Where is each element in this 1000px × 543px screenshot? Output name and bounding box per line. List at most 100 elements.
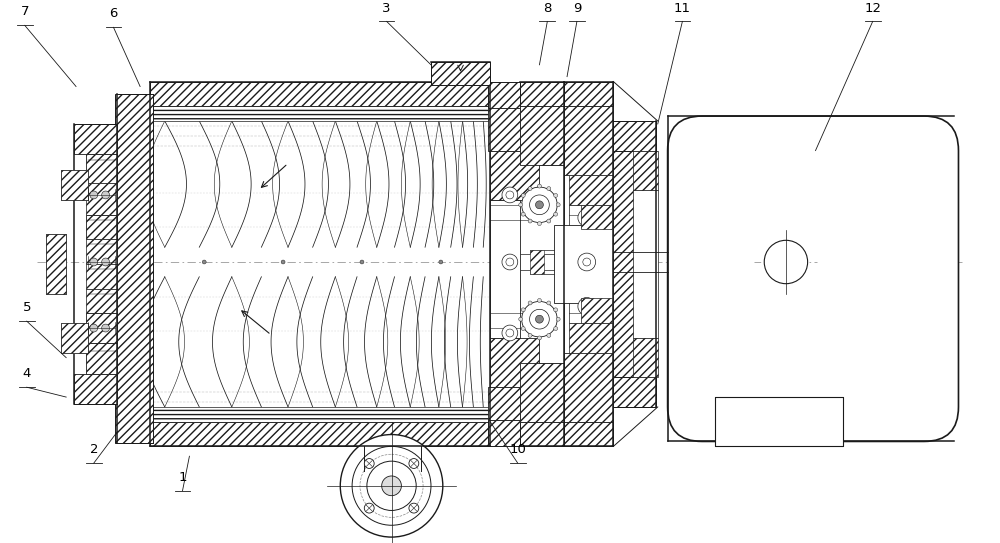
Bar (490, 338, 539, 387)
Bar (86, 239, 117, 264)
Text: 4: 4 (23, 367, 31, 380)
Text: 10: 10 (509, 443, 526, 456)
Circle shape (90, 191, 98, 199)
Circle shape (547, 301, 551, 305)
Circle shape (535, 201, 543, 209)
Circle shape (547, 219, 551, 223)
Circle shape (537, 184, 541, 188)
Bar (86, 183, 117, 214)
Text: 9: 9 (573, 2, 581, 15)
Circle shape (502, 187, 518, 203)
Circle shape (535, 315, 543, 323)
Circle shape (530, 195, 549, 214)
Bar (150, 81, 490, 106)
Circle shape (506, 258, 514, 266)
Circle shape (528, 333, 532, 337)
Bar (86, 214, 117, 239)
Circle shape (102, 258, 110, 266)
Circle shape (506, 191, 514, 199)
Circle shape (360, 260, 364, 264)
Bar (633, 338, 658, 377)
Circle shape (519, 203, 523, 207)
Circle shape (764, 241, 808, 283)
Text: 7: 7 (21, 5, 29, 18)
Bar (74, 374, 117, 404)
Bar (61, 323, 88, 353)
Circle shape (90, 324, 98, 332)
Circle shape (409, 503, 419, 513)
Circle shape (530, 310, 549, 329)
Bar (633, 150, 658, 190)
Circle shape (537, 336, 541, 340)
Text: 8: 8 (543, 2, 552, 15)
Bar (488, 420, 520, 446)
Bar (150, 422, 490, 446)
Circle shape (506, 329, 514, 337)
Bar (150, 407, 490, 422)
Bar (569, 205, 613, 323)
Bar (86, 313, 117, 343)
Circle shape (521, 308, 525, 312)
Bar (488, 387, 520, 420)
Text: 2: 2 (90, 443, 98, 456)
Bar (564, 106, 613, 175)
Text: 3: 3 (382, 2, 391, 15)
Bar (115, 94, 153, 444)
Circle shape (521, 193, 525, 198)
Bar (431, 62, 490, 85)
Circle shape (502, 325, 518, 341)
Bar (86, 154, 117, 183)
Bar (520, 422, 564, 446)
Circle shape (537, 222, 541, 225)
Bar (61, 171, 88, 200)
Bar (520, 363, 564, 422)
Circle shape (537, 299, 541, 302)
FancyBboxPatch shape (668, 116, 958, 441)
Bar (61, 171, 88, 200)
Circle shape (521, 212, 525, 216)
Bar (581, 205, 612, 230)
Circle shape (340, 434, 443, 537)
Circle shape (583, 258, 591, 266)
Text: 12: 12 (864, 2, 881, 15)
Circle shape (547, 333, 551, 337)
Bar (530, 250, 544, 274)
Bar (530, 250, 564, 274)
Bar (581, 299, 612, 323)
Circle shape (578, 253, 596, 271)
Circle shape (522, 187, 557, 223)
Circle shape (583, 302, 591, 310)
Circle shape (102, 324, 110, 332)
Bar (490, 200, 539, 338)
Bar (150, 106, 490, 121)
Bar (520, 81, 564, 106)
Bar (74, 124, 117, 154)
Bar (46, 235, 66, 294)
Bar (554, 224, 613, 304)
Circle shape (522, 301, 557, 337)
Circle shape (439, 260, 443, 264)
Bar (86, 289, 117, 313)
Circle shape (102, 191, 110, 199)
Circle shape (382, 476, 401, 496)
Bar (569, 175, 613, 205)
Bar (490, 150, 539, 200)
Bar (488, 108, 520, 150)
Circle shape (528, 219, 532, 223)
Circle shape (554, 326, 558, 331)
Circle shape (409, 459, 419, 469)
Bar (520, 106, 564, 166)
Circle shape (528, 187, 532, 191)
Bar (613, 150, 656, 377)
Bar (564, 81, 613, 106)
Circle shape (90, 258, 98, 266)
Circle shape (502, 254, 518, 270)
Circle shape (583, 214, 591, 222)
Bar (364, 446, 421, 466)
Circle shape (554, 193, 558, 198)
Circle shape (521, 326, 525, 331)
Circle shape (364, 503, 374, 513)
Circle shape (554, 308, 558, 312)
Bar (564, 422, 613, 446)
Circle shape (202, 260, 206, 264)
